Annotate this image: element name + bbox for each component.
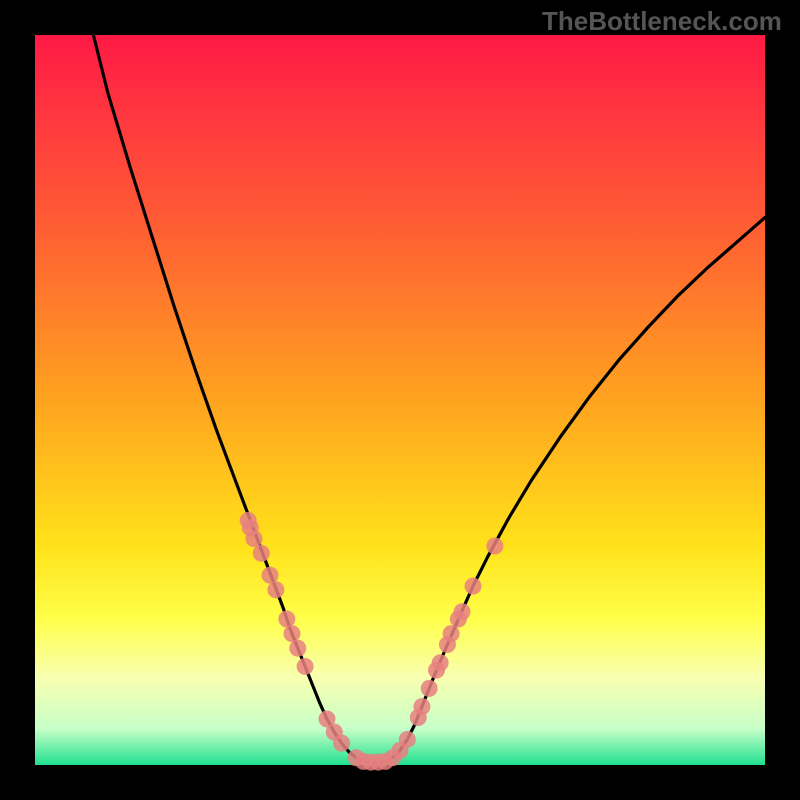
data-point	[399, 731, 416, 748]
v-curve-line	[93, 35, 765, 763]
data-point	[246, 530, 263, 547]
data-point	[297, 658, 314, 675]
data-point	[289, 640, 306, 657]
data-point	[413, 698, 430, 715]
data-point	[454, 603, 471, 620]
data-point	[253, 545, 270, 562]
data-point	[278, 611, 295, 628]
data-point	[465, 578, 482, 595]
data-point	[267, 581, 284, 598]
data-point	[333, 735, 350, 752]
data-point	[421, 680, 438, 697]
data-point	[432, 654, 449, 671]
data-point	[262, 567, 279, 584]
data-point	[443, 625, 460, 642]
chart-svg	[0, 0, 800, 800]
data-point	[283, 625, 300, 642]
data-point	[486, 538, 503, 555]
